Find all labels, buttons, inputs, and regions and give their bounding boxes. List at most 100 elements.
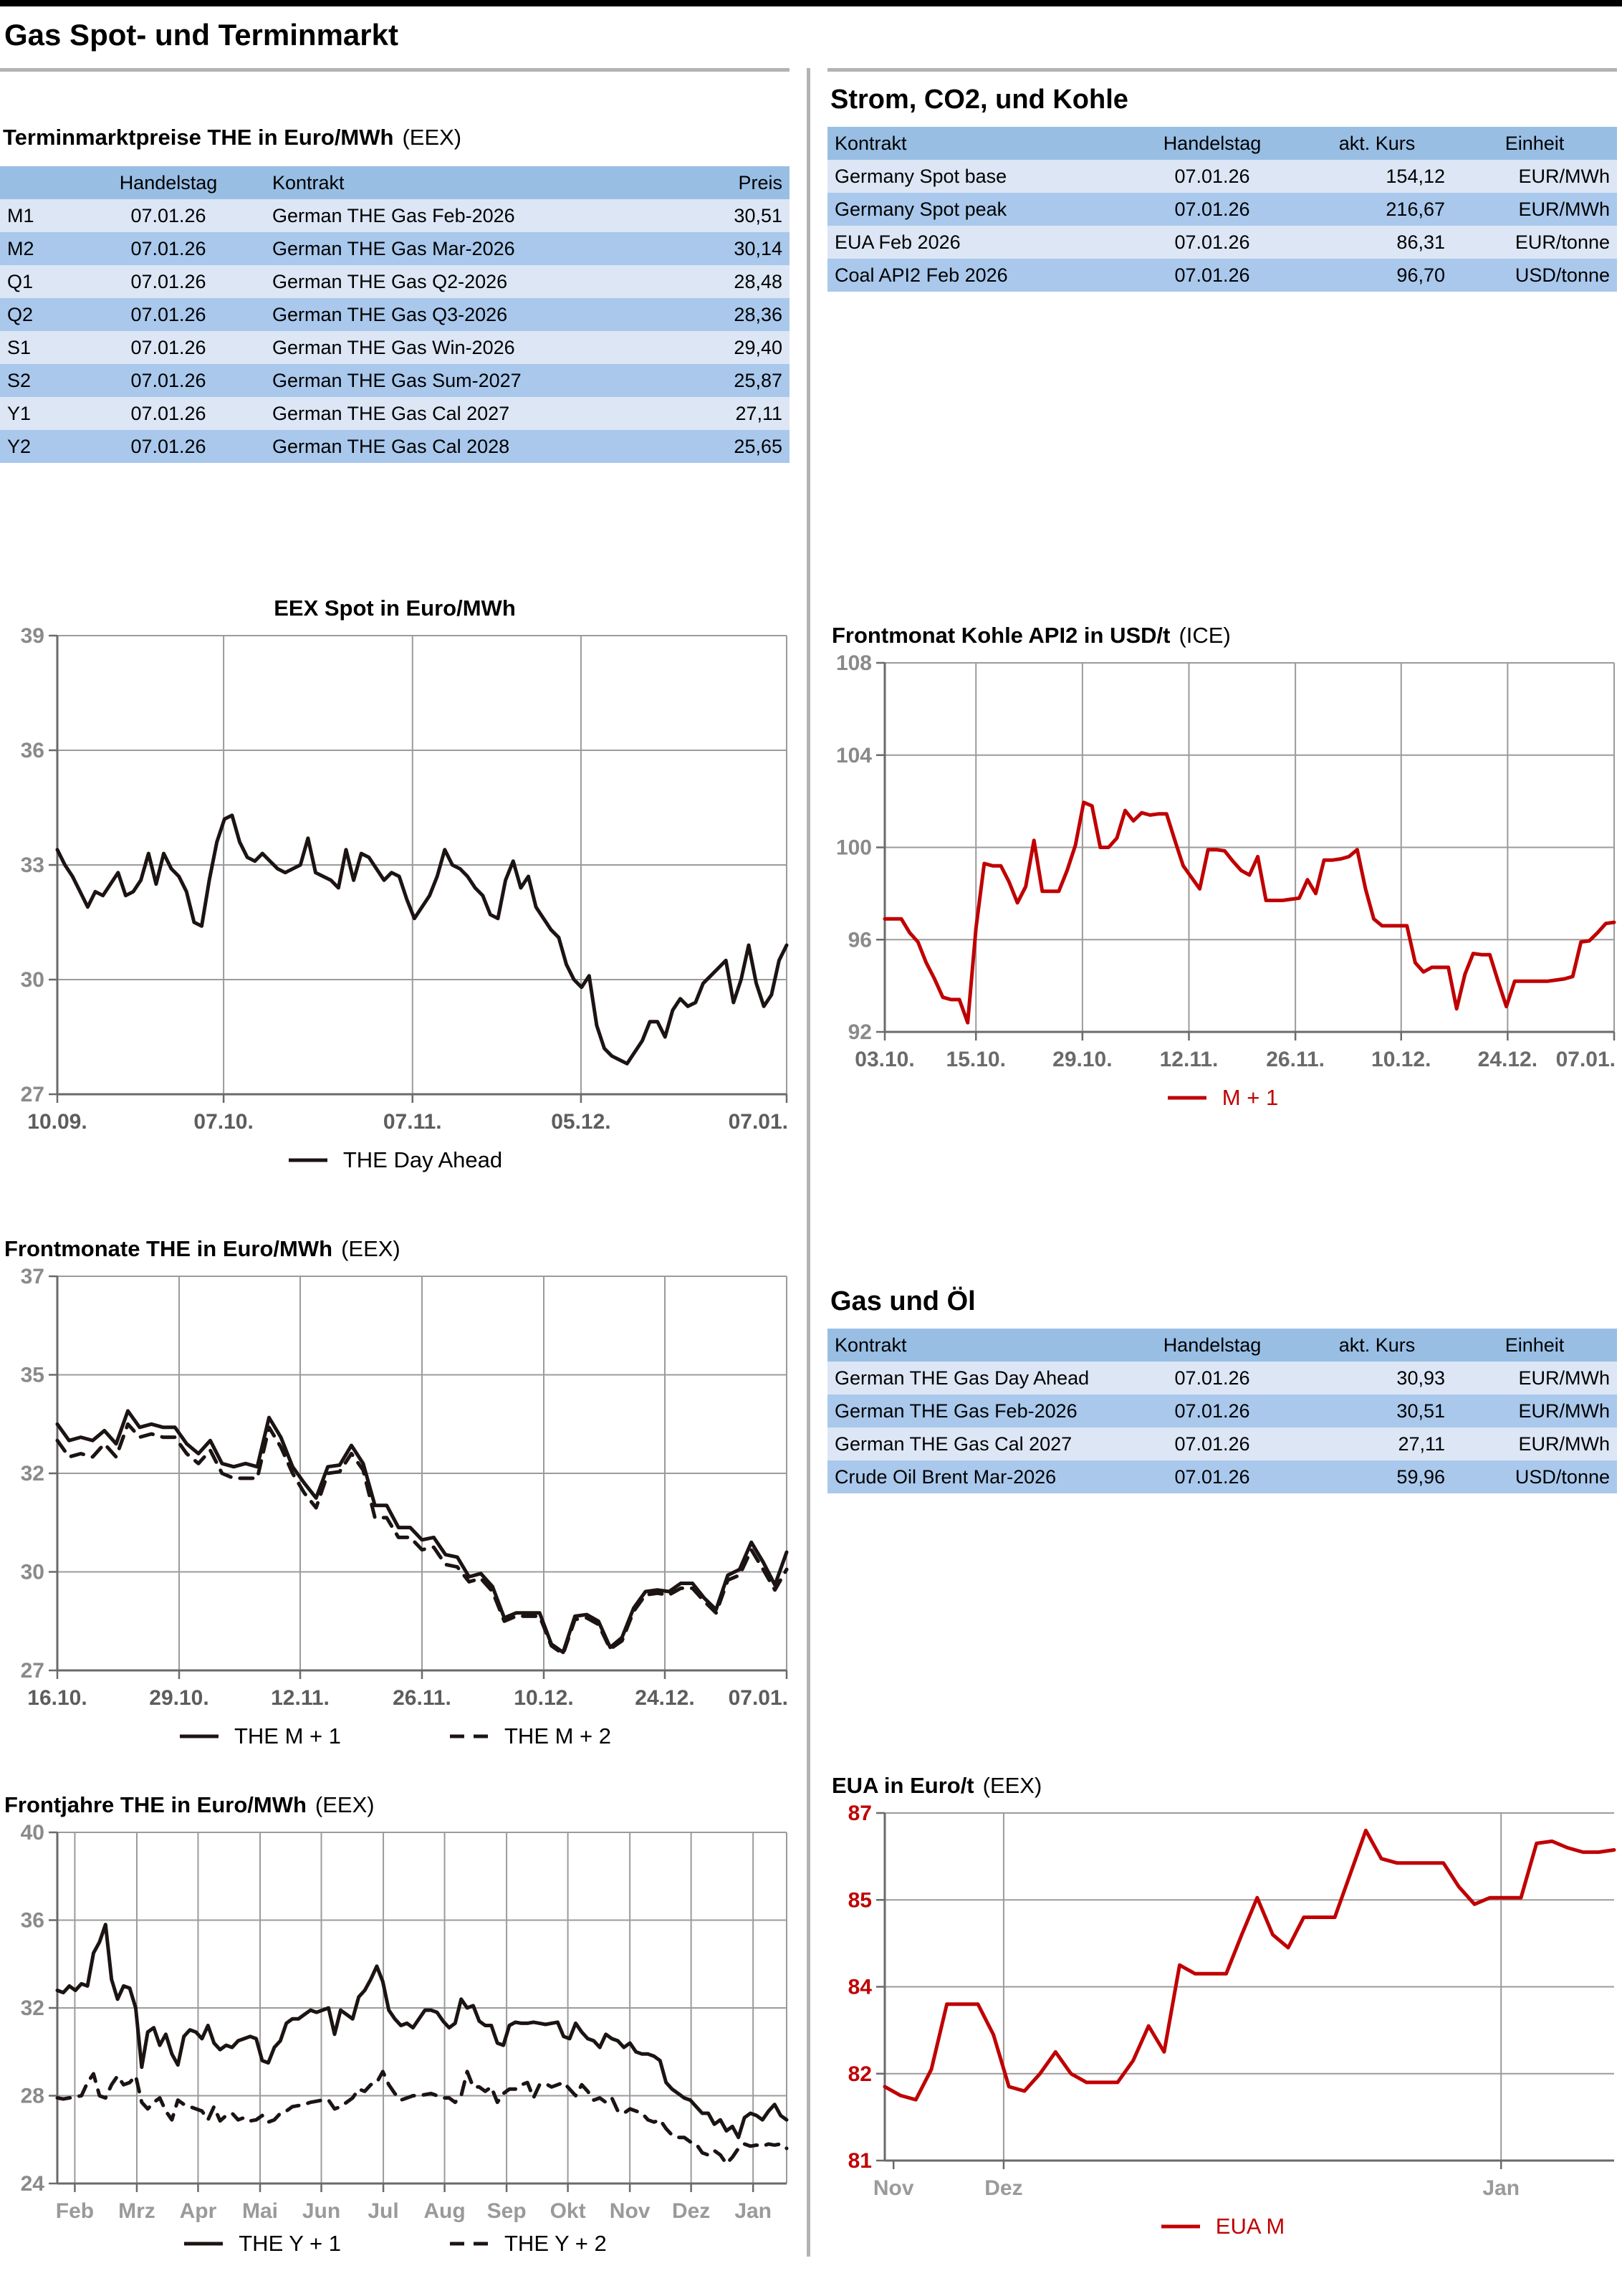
x-tick-label: Jun: [302, 2199, 340, 2223]
section-title-strom: Strom, CO2, und Kohle: [830, 85, 1128, 115]
y-tick-label: 87: [848, 1803, 872, 1825]
table-cell: German THE Gas Feb-2026: [272, 204, 515, 226]
legend-label: THE Y + 1: [239, 2231, 341, 2256]
section-title-gas: Gas und Öl: [830, 1286, 976, 1316]
chart-title: Frontmonat Kohle API2 in USD/t (ICE): [832, 623, 1617, 649]
table-cell: USD/tonne: [1515, 264, 1610, 286]
x-tick-label: 10.09.: [27, 1110, 87, 1134]
x-tick-label: 16.10.: [27, 1686, 87, 1710]
y-tick-label: 24: [21, 2172, 45, 2196]
x-tick-label: Jan: [734, 2199, 772, 2223]
legend-item: M + 1: [1166, 1085, 1278, 1111]
chart-title-suffix: (EEX): [982, 1773, 1042, 1798]
legend-item: THE Y + 1: [183, 2231, 341, 2257]
column-header: Einheit: [1505, 1334, 1565, 1356]
x-tick-label: Jan: [1482, 2176, 1520, 2200]
x-tick-label: Jul: [368, 2199, 398, 2223]
right-column: Strom, CO2, und Kohle Kontrakt Handelstag…: [827, 68, 1617, 2257]
chart-title: Frontjahre THE in Euro/MWh (EEX): [4, 1792, 790, 1818]
chart-title: Frontmonate THE in Euro/MWh (EEX): [4, 1236, 790, 1262]
table-cell: 07.01.26: [130, 303, 206, 325]
table-cell: German THE Gas Q2-2026: [272, 270, 508, 292]
chart-title-suffix: (EEX): [315, 1792, 375, 1817]
legend-label: M + 1: [1222, 1085, 1279, 1110]
y-tick-label: 36: [21, 739, 44, 762]
x-tick-label: 12.11.: [1160, 1048, 1219, 1071]
x-tick-label: Okt: [550, 2199, 586, 2223]
table-cell: 25,65: [734, 435, 782, 457]
x-tick-label: 12.11.: [271, 1686, 330, 1710]
table-cell: S2: [7, 369, 32, 391]
chart-frontjahre: Frontjahre THE in Euro/MWh (EEX) 24 28 32 36…: [0, 1792, 790, 2257]
chart-eex-spot: EEX Spot in Euro/MWh 27 30 33 36 39 10.09. 07.…: [0, 595, 790, 1173]
chart-svg: 81 82 84 85 87 Nov Dez Jan: [848, 1803, 1616, 2200]
y-tick-label: 104: [836, 744, 872, 767]
series-line-0: [883, 800, 1616, 1025]
chart-legend: THE Y + 1 THE Y + 2: [0, 2231, 790, 2257]
table-row: M2 07.01.26 German THE Gas Mar-2026 30,14: [0, 232, 790, 265]
chart-canvas: 27 30 32 35 37 16.10. 29.10. 12.11. 26.11. 10.12.…: [0, 1266, 790, 1716]
legend-swatch-line: [288, 1158, 327, 1162]
table-cell: 07.01.26: [1174, 1465, 1250, 1488]
table-cell: 216,67: [1386, 198, 1445, 220]
chart-title-text: EUA in Euro/t: [832, 1773, 974, 1798]
table-cell: Germany Spot peak: [835, 198, 1007, 220]
chart-frontmonate: Frontmonate THE in Euro/MWh (EEX) 27 30 32 3…: [0, 1236, 790, 1749]
x-tick-label: Apr: [180, 2199, 217, 2223]
top-rule: [0, 0, 1622, 6]
x-tick-label: Mrz: [118, 2199, 155, 2223]
table-cell: EUA Feb 2026: [835, 231, 961, 253]
columns: Terminmarktpreise THE in Euro/MWh (EEX) H…: [0, 68, 1622, 2257]
y-tick-label: 82: [848, 2062, 872, 2086]
table-cell: 28,48: [734, 270, 782, 292]
x-tick-label: Feb: [56, 2199, 94, 2223]
legend-label: EUA M: [1215, 2214, 1285, 2239]
table-cell: USD/tonne: [1515, 1465, 1610, 1488]
y-tick-label: 36: [21, 1909, 44, 1933]
legend-swatch-dashed-line: [450, 1734, 489, 1738]
table-row: EUA Feb 2026 07.01.26 86,31 EUR/tonne: [827, 226, 1617, 259]
table-cell: German THE Gas Cal 2027: [272, 402, 510, 424]
table-cell: 29,40: [734, 336, 782, 358]
table-cell: 07.01.26: [130, 369, 206, 391]
table-cell: EUR/MWh: [1518, 165, 1611, 187]
x-tick-label: 24.12.: [1478, 1048, 1537, 1071]
table-row: German THE Gas Day Ahead 07.01.26 30,93 EUR…: [827, 1362, 1617, 1395]
x-tick-label: 03.10.: [855, 1048, 914, 1071]
x-tick-label: Aug: [423, 2199, 465, 2223]
table-cell: 07.01.26: [130, 237, 206, 259]
table-cell: 07.01.26: [1174, 264, 1250, 286]
x-tick-label: 05.12.: [551, 1110, 610, 1134]
table-row: German THE Gas Cal 2027 07.01.26 27,11 EUR/…: [827, 1427, 1617, 1460]
table-cell: EUR/MWh: [1518, 1432, 1611, 1455]
table-row: Germany Spot peak 07.01.26 216,67 EUR/MWh: [827, 193, 1617, 226]
table-cell: German THE Gas Sum-2027: [272, 369, 522, 391]
y-tick-label: 27: [21, 1659, 44, 1683]
section-title-suffix: (EEX): [402, 125, 462, 150]
column-header: Handelstag: [1163, 1334, 1262, 1356]
strom-table: Kontrakt Handelstag akt. Kurs Einheit German…: [827, 127, 1617, 292]
table-cell: S1: [7, 336, 32, 358]
table-cell: 07.01.26: [1174, 231, 1250, 253]
table-cell: 07.01.26: [1174, 1432, 1250, 1455]
y-tick-label: 32: [21, 1462, 44, 1486]
y-tick-label: 37: [21, 1266, 44, 1288]
table-row: Q1 07.01.26 German THE Gas Q2-2026 28,48: [0, 265, 790, 298]
x-tick-label: 15.10.: [946, 1048, 1006, 1071]
table-row: M1 07.01.26 German THE Gas Feb-2026 30,51: [0, 199, 790, 232]
chart-legend: THE M + 1 THE M + 2: [0, 1723, 790, 1749]
table-cell: 27,11: [735, 402, 782, 424]
table-cell: EUR/tonne: [1515, 231, 1610, 253]
chart-legend: THE Day Ahead: [0, 1147, 790, 1173]
series-line-1: [55, 1422, 789, 1656]
table-cell: 25,87: [734, 369, 782, 391]
legend-swatch-line: [179, 1734, 219, 1738]
chart-title-text: EEX Spot in Euro/MWh: [274, 595, 516, 621]
table-cell: 28,36: [734, 303, 782, 325]
x-tick-label: Nov: [610, 2199, 651, 2223]
chart-svg: 27 30 33 36 39 10.09. 07.10. 07.11. 05.12. 07.01.: [21, 626, 789, 1134]
table-cell: Y1: [7, 402, 32, 424]
table-cell: 154,12: [1386, 165, 1445, 187]
column-header: Kontrakt: [835, 132, 907, 154]
table-row: Coal API2 Feb 2026 07.01.26 96,70 USD/tonne: [827, 259, 1617, 292]
